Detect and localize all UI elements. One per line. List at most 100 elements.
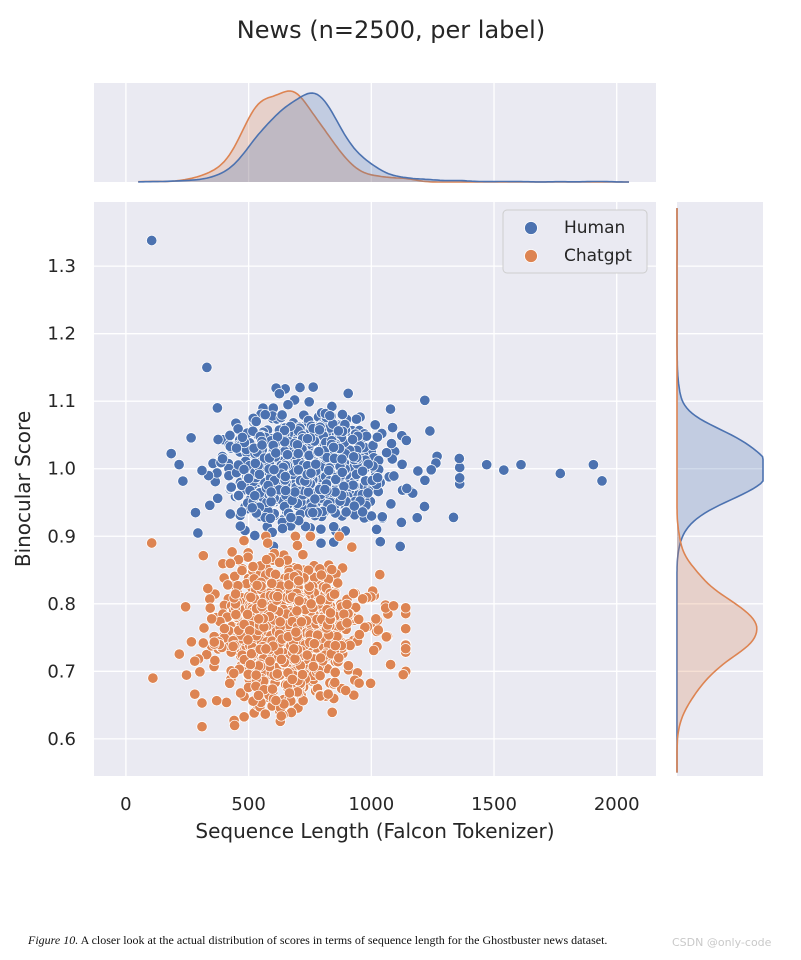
caption-label: Figure 10. (28, 933, 79, 947)
data-point-human (303, 396, 315, 408)
data-point-chatgpt (251, 579, 263, 591)
data-point-chatgpt (242, 634, 254, 646)
data-point-chatgpt (365, 677, 377, 689)
data-point-chatgpt (372, 624, 384, 636)
data-point-human (350, 413, 363, 425)
data-point-human (196, 464, 208, 477)
y-axis-label: Binocular Score (11, 411, 35, 567)
data-point-human (419, 394, 431, 406)
data-point-chatgpt (315, 569, 327, 581)
data-point-human (587, 459, 599, 471)
data-point-human (336, 453, 348, 465)
data-point-chatgpt (353, 677, 365, 689)
right-marginal-panel (677, 202, 763, 776)
data-point-human (301, 433, 314, 445)
right-marginal-kde (676, 208, 764, 773)
data-point-human (192, 527, 204, 539)
data-point-human (313, 424, 326, 436)
data-point-chatgpt (304, 530, 316, 542)
data-point-chatgpt (209, 654, 221, 667)
data-point-chatgpt (291, 539, 303, 552)
data-point-chatgpt (333, 530, 345, 542)
data-point-chatgpt (230, 588, 242, 600)
data-point-human (224, 429, 236, 441)
data-point-chatgpt (147, 672, 159, 684)
data-point-human (388, 470, 400, 482)
data-point-human (374, 536, 386, 548)
y-tick-label: 0.7 (47, 661, 76, 682)
data-point-chatgpt (226, 546, 238, 558)
data-point-chatgpt (230, 609, 242, 621)
right-kde-line-chatgpt (676, 208, 758, 773)
data-point-human (230, 442, 243, 454)
data-point-human (177, 475, 189, 487)
data-point-human (189, 507, 202, 519)
data-point-human (204, 499, 216, 511)
data-point-human (309, 493, 321, 505)
data-point-chatgpt (346, 541, 358, 553)
x-tick-label: 500 (231, 794, 265, 815)
legend-swatch-chatgpt (524, 249, 538, 263)
data-point-chatgpt (236, 564, 248, 577)
data-point-chatgpt (196, 697, 208, 709)
data-point-chatgpt (245, 591, 257, 603)
data-point-human (424, 425, 436, 437)
y-tick-label: 0.9 (47, 526, 76, 547)
data-point-human (498, 464, 510, 476)
data-point-chatgpt (206, 613, 218, 625)
data-point-human (279, 471, 291, 483)
data-point-human (347, 433, 359, 446)
data-point-chatgpt (235, 687, 247, 699)
data-point-human (307, 381, 319, 393)
data-point-chatgpt (274, 616, 286, 628)
data-point-chatgpt (305, 598, 317, 610)
data-point-human (217, 453, 229, 465)
data-point-chatgpt (247, 561, 259, 573)
y-tick-labels: 0.6 0.7 0.8 0.9 1.0 1.1 1.2 1.3 (47, 256, 76, 750)
data-point-human (326, 503, 338, 515)
data-point-human (256, 439, 268, 451)
data-point-chatgpt (252, 689, 265, 701)
data-point-chatgpt (204, 602, 216, 614)
data-point-human (554, 467, 566, 480)
data-point-human (211, 402, 223, 414)
top-kde-line-human (138, 92, 629, 183)
data-point-chatgpt (229, 719, 241, 731)
data-point-chatgpt (315, 652, 327, 664)
data-point-human (371, 431, 383, 443)
x-tick-label: 1500 (471, 794, 517, 815)
data-point-human (278, 424, 291, 436)
data-point-chatgpt (297, 549, 309, 561)
data-point-human (369, 419, 381, 431)
data-point-chatgpt (275, 653, 287, 665)
data-point-chatgpt (242, 608, 254, 620)
x-tick-label: 2000 (594, 794, 640, 815)
data-point-human (371, 523, 383, 535)
data-point-chatgpt (211, 695, 223, 707)
data-point-human (276, 522, 289, 535)
data-point-human (212, 433, 224, 446)
data-point-chatgpt (238, 711, 250, 723)
data-point-chatgpt (341, 598, 353, 610)
data-point-human (185, 432, 197, 444)
legend: Human Chatgpt (502, 209, 648, 274)
data-point-human (305, 467, 317, 479)
data-point-human (307, 507, 319, 519)
data-point-chatgpt (293, 575, 305, 587)
data-point-human (265, 496, 277, 508)
data-point-chatgpt (289, 653, 301, 665)
data-point-chatgpt (340, 684, 352, 697)
data-point-human (385, 438, 398, 450)
chart-title: News (n=2500, per label) (237, 16, 545, 44)
data-point-human (234, 520, 246, 532)
data-point-chatgpt (353, 629, 365, 641)
data-point-human (328, 521, 340, 533)
data-point-human (324, 410, 336, 422)
data-point-human (173, 459, 185, 471)
data-point-human (319, 483, 331, 496)
data-point-human (357, 506, 369, 518)
data-point-chatgpt (266, 683, 279, 695)
data-point-chatgpt (244, 659, 256, 671)
data-point-human (292, 448, 304, 460)
right-kde-fill-human (677, 208, 763, 773)
